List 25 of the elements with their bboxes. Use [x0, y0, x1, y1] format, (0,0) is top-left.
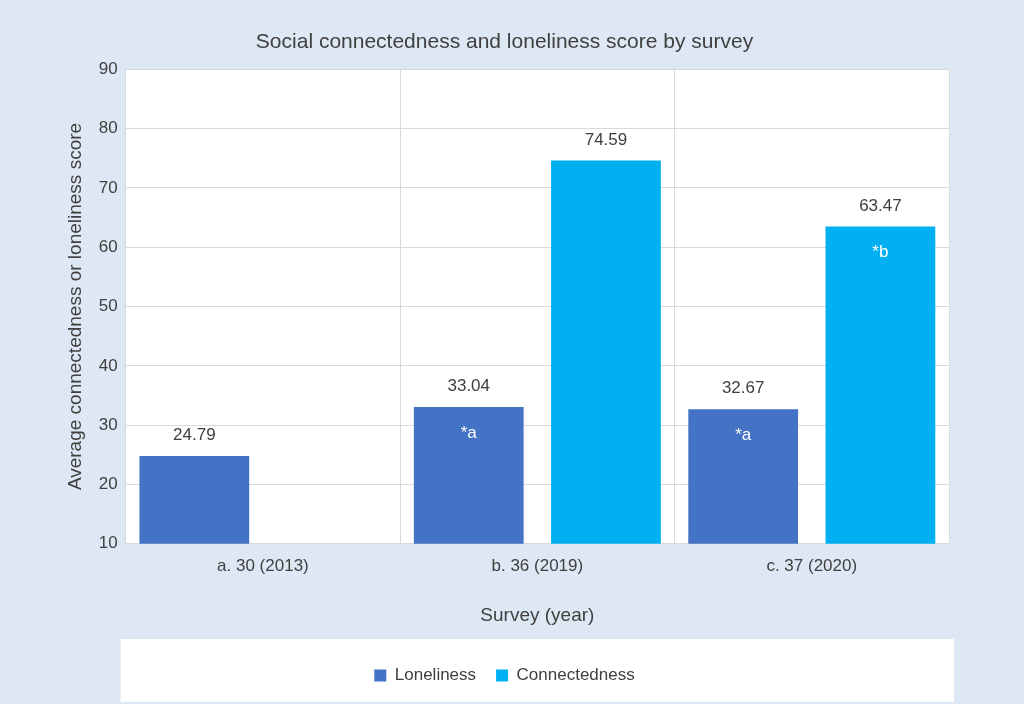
y-tick-label: 20	[98, 474, 118, 494]
y-tick-label: 30	[98, 414, 118, 434]
data-label: 33.04	[447, 376, 491, 396]
x-axis-title: Survey (year)	[480, 603, 595, 625]
y-tick-label: 40	[98, 355, 118, 375]
data-label: 74.59	[584, 129, 628, 149]
chart-title: Social connectedness and loneliness score by survey	[255, 29, 754, 53]
legend-label: Connectedness	[516, 665, 635, 685]
y-tick-label: 90	[98, 58, 118, 78]
y-tick-label: 70	[98, 177, 118, 197]
x-tick-label: b. 36 (2019)	[491, 555, 584, 575]
y-tick-label: 60	[98, 236, 118, 256]
annotation: *a	[460, 422, 478, 442]
y-tick-label: 10	[98, 533, 118, 553]
x-tick-label: c. 37 (2020)	[766, 555, 858, 575]
data-label: 63.47	[859, 195, 902, 215]
data-label: 32.67	[721, 378, 765, 398]
data-label: 24.79	[173, 425, 216, 445]
x-tick-label: a. 30 (2013)	[217, 555, 309, 575]
y-axis-title: Average connectedness or loneliness score	[63, 122, 85, 491]
annotation: *b	[872, 242, 889, 262]
y-tick-label: 50	[98, 296, 118, 316]
y-tick-label: 80	[98, 118, 118, 138]
annotation: *a	[735, 425, 752, 444]
legend-label: Loneliness	[394, 665, 477, 685]
